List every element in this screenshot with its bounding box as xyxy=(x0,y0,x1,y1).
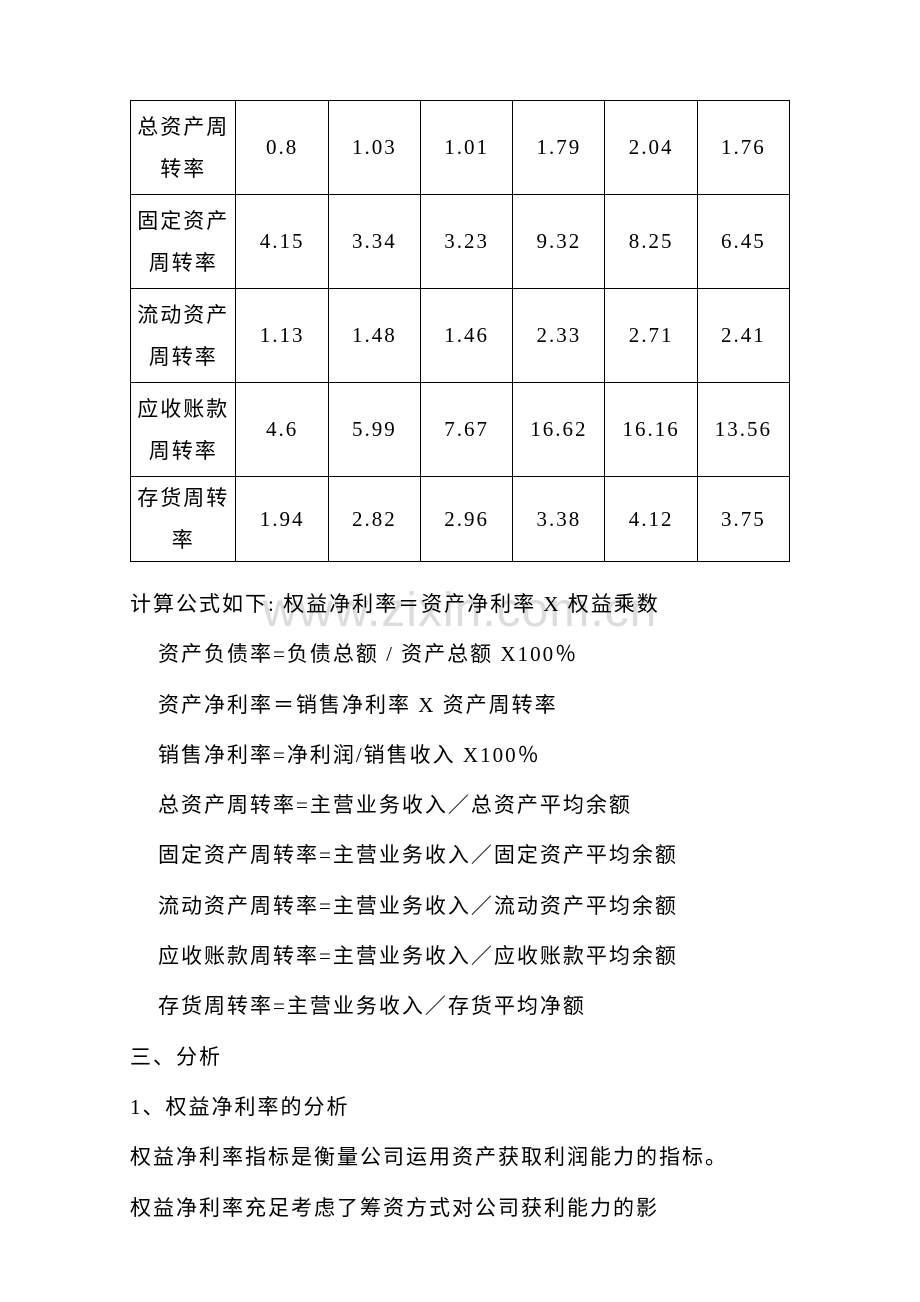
formula-text: 存货周转率=主营业务收入／存货平均净额 xyxy=(158,982,790,1030)
table-cell: 1.79 xyxy=(513,101,605,195)
table-cell: 1.46 xyxy=(420,289,512,383)
table-cell: 1.76 xyxy=(697,101,789,195)
table-cell: 3.38 xyxy=(513,477,605,562)
table-cell: 2.04 xyxy=(605,101,697,195)
table-cell: 2.82 xyxy=(328,477,420,562)
table-cell: 16.16 xyxy=(605,383,697,477)
row-label: 应收账款周转率 xyxy=(131,383,236,477)
table-cell: 2.33 xyxy=(513,289,605,383)
formula-text: 计算公式如下: 权益净利率＝资产净利率 X 权益乘数 xyxy=(130,580,790,628)
table-cell: 16.62 xyxy=(513,383,605,477)
table-cell: 2.41 xyxy=(697,289,789,383)
row-label: 存货周转率 xyxy=(131,477,236,562)
table-cell: 2.96 xyxy=(420,477,512,562)
row-label: 固定资产周转率 xyxy=(131,195,236,289)
formula-section: 计算公式如下: 权益净利率＝资产净利率 X 权益乘数 资产负债率=负债总额 / … xyxy=(130,580,790,1232)
table-cell: 1.13 xyxy=(236,289,328,383)
table-cell: 1.03 xyxy=(328,101,420,195)
table-row: 流动资产周转率 1.13 1.48 1.46 2.33 2.71 2.41 xyxy=(131,289,790,383)
table-cell: 5.99 xyxy=(328,383,420,477)
table-cell: 8.25 xyxy=(605,195,697,289)
formula-text: 总资产周转率=主营业务收入／总资产平均余额 xyxy=(158,781,790,829)
table-cell: 3.23 xyxy=(420,195,512,289)
table-cell: 2.71 xyxy=(605,289,697,383)
table-cell: 13.56 xyxy=(697,383,789,477)
table-cell: 6.45 xyxy=(697,195,789,289)
body-paragraph: 权益净利率指标是衡量公司运用资产获取利润能力的指标。 xyxy=(130,1133,790,1181)
table-cell: 3.34 xyxy=(328,195,420,289)
table-cell: 4.15 xyxy=(236,195,328,289)
row-label: 总资产周转率 xyxy=(131,101,236,195)
financial-ratios-table: 总资产周转率 0.8 1.03 1.01 1.79 2.04 1.76 固定资产… xyxy=(130,100,790,562)
table-row: 总资产周转率 0.8 1.03 1.01 1.79 2.04 1.76 xyxy=(131,101,790,195)
table-cell: 4.12 xyxy=(605,477,697,562)
table-cell: 7.67 xyxy=(420,383,512,477)
formula-text: 固定资产周转率=主营业务收入／固定资产平均余额 xyxy=(158,831,790,879)
table-row: 应收账款周转率 4.6 5.99 7.67 16.62 16.16 13.56 xyxy=(131,383,790,477)
formula-text: 资产净利率＝销售净利率 X 资产周转率 xyxy=(158,681,790,729)
subsection-heading: 1、权益净利率的分析 xyxy=(130,1083,790,1131)
formula-text: 销售净利率=净利润/销售收入 X100％ xyxy=(158,731,790,779)
table-cell: 9.32 xyxy=(513,195,605,289)
table-cell: 0.8 xyxy=(236,101,328,195)
formula-text: 资产负债率=负债总额 / 资产总额 X100％ xyxy=(158,630,790,678)
table-cell: 1.94 xyxy=(236,477,328,562)
body-paragraph: 权益净利率充足考虑了筹资方式对公司获利能力的影 xyxy=(130,1184,790,1232)
table-cell: 1.01 xyxy=(420,101,512,195)
table-row: 存货周转率 1.94 2.82 2.96 3.38 4.12 3.75 xyxy=(131,477,790,562)
table-cell: 3.75 xyxy=(697,477,789,562)
row-label: 流动资产周转率 xyxy=(131,289,236,383)
formula-text: 应收账款周转率=主营业务收入／应收账款平均余额 xyxy=(158,932,790,980)
section-heading: 三、分析 xyxy=(130,1033,790,1081)
table-cell: 4.6 xyxy=(236,383,328,477)
formula-text: 流动资产周转率=主营业务收入／流动资产平均余额 xyxy=(158,882,790,930)
table-cell: 1.48 xyxy=(328,289,420,383)
table-row: 固定资产周转率 4.15 3.34 3.23 9.32 8.25 6.45 xyxy=(131,195,790,289)
